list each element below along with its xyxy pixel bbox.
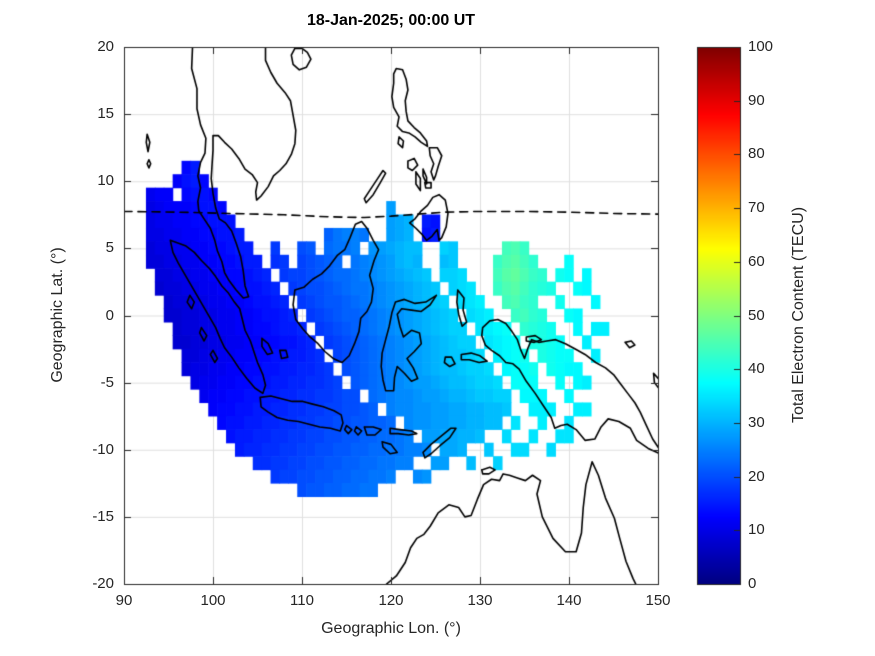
x-tick-label: 90 [115,592,133,609]
y-tick-label: -15 [92,507,114,525]
colorbar-tick-label: 90 [748,91,765,109]
colorbar-label: Total Electron Content (TECU) [790,206,807,424]
x-axis-label: Geographic Lon. (°) [321,620,461,637]
plot-title: 18-Jan-2025; 00:00 UT [306,12,476,29]
colorbar-tick-label: 60 [748,252,765,270]
colorbar-tick-label: 0 [748,575,757,592]
colorbar-tick-label: 30 [748,413,765,431]
x-tick-label: 110 [290,592,314,609]
y-tick-label: -5 [100,373,114,391]
colorbar-tick-label: 100 [748,38,774,55]
x-tick-label: 150 [645,592,671,609]
x-tick-label: 100 [200,592,226,609]
y-tick-label: -20 [92,575,114,592]
colorbar-tick-label: 20 [748,467,765,485]
x-tick-label: 120 [378,592,404,609]
colorbar-tick-label: 70 [748,199,765,217]
colorbar-tick-label: 80 [748,145,765,163]
y-tick-label: 0 [105,306,114,324]
y-tick-label: 15 [97,105,114,123]
colorbar-tick-label: 40 [748,360,765,378]
x-tick-label: 140 [556,592,582,609]
y-tick-label: 10 [97,172,114,190]
x-tick-label: 130 [467,592,493,609]
y-tick-label: 5 [105,239,114,257]
y-tick-label: 20 [97,38,114,55]
y-tick-label: -10 [92,440,114,458]
colorbar-tick-label: 50 [748,306,765,324]
colorbar-tick-label: 10 [748,521,765,539]
